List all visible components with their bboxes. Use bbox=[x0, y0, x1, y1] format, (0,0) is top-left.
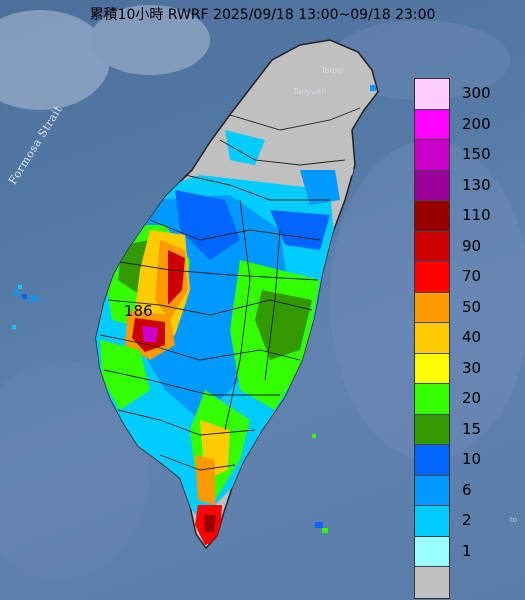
legend-swatch bbox=[415, 567, 449, 598]
legend-swatch bbox=[415, 170, 449, 201]
taoyuan-label: Taoyuan bbox=[293, 87, 327, 96]
legend-swatch bbox=[415, 231, 449, 262]
map-title: 累積10小時 RWRF 2025/09/18 13:00~09/18 23:00 bbox=[89, 7, 436, 23]
legend-swatch bbox=[415, 414, 449, 445]
legend-tick-label: 130 bbox=[462, 175, 491, 194]
county-boundaries bbox=[99, 107, 361, 471]
legend-tick-label: 10 bbox=[462, 450, 482, 469]
legend-tick-label: 6 bbox=[462, 480, 472, 499]
legend-swatch bbox=[415, 79, 449, 110]
legend-swatch bbox=[415, 353, 449, 384]
legend-tick-label: 15 bbox=[462, 419, 482, 438]
legend-swatch bbox=[415, 109, 449, 140]
legend-tick-label: 150 bbox=[462, 145, 491, 164]
legend-tick-label: 30 bbox=[462, 358, 482, 377]
legend-tick-label: 2 bbox=[462, 511, 472, 530]
legend-tick-label: 50 bbox=[462, 297, 482, 316]
legend-swatch bbox=[415, 292, 449, 323]
legend-swatch bbox=[415, 262, 449, 293]
legend-tick-label: 40 bbox=[462, 328, 482, 347]
legend-tick-label: 1 bbox=[462, 541, 472, 560]
legend-swatch bbox=[415, 506, 449, 537]
legend-tick-label: 300 bbox=[462, 84, 491, 103]
edge-label: to bbox=[510, 516, 518, 524]
legend-swatch bbox=[415, 323, 449, 354]
legend-swatch bbox=[415, 201, 449, 232]
color-legend bbox=[414, 78, 450, 599]
legend-tick-label: 110 bbox=[462, 206, 491, 225]
legend-swatch bbox=[415, 445, 449, 476]
legend-swatch bbox=[415, 475, 449, 506]
legend-tick-label: 20 bbox=[462, 389, 482, 408]
peak-rainfall-label: 186 bbox=[124, 302, 153, 320]
taipei-label: Taipei bbox=[321, 66, 344, 75]
legend-tick-label: 90 bbox=[462, 236, 482, 255]
legend-swatch bbox=[415, 384, 449, 415]
legend-tick-label: 70 bbox=[462, 267, 482, 286]
legend-swatch bbox=[415, 140, 449, 171]
legend-swatch bbox=[415, 536, 449, 567]
legend-tick-label: 200 bbox=[462, 114, 491, 133]
sea-rain-spots bbox=[12, 85, 376, 533]
